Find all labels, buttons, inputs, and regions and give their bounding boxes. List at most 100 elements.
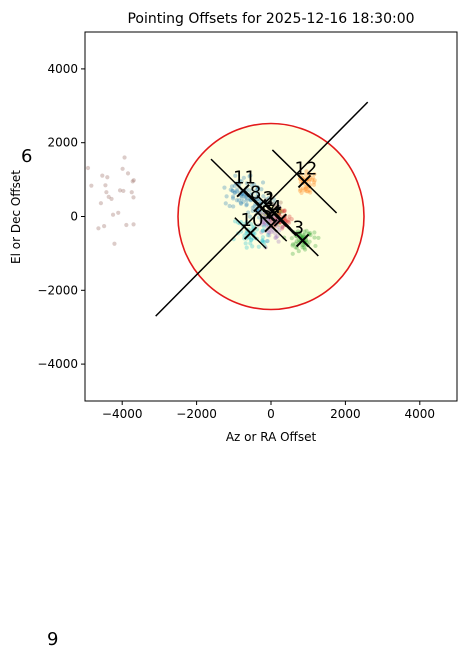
scatter-point-11	[234, 198, 239, 203]
scatter-point-8	[250, 205, 255, 210]
scatter-point-3	[290, 243, 295, 248]
scatter-point-4	[280, 226, 285, 231]
cluster-label-3: 3	[293, 217, 304, 238]
scatter-point-5	[273, 231, 278, 236]
scatter-point-10	[260, 228, 265, 233]
scatter-point-3	[302, 245, 307, 250]
scatter-point-2	[278, 209, 283, 215]
scatter-point-3	[300, 233, 306, 238]
scatter-point-11	[234, 189, 239, 194]
scatter-point-9	[125, 171, 131, 176]
scatter-point-3	[302, 232, 307, 237]
scatter-point-8	[272, 200, 277, 206]
scatter-point-11	[259, 187, 264, 192]
scatter-point-5	[260, 219, 265, 224]
scatter-point-5	[259, 230, 264, 235]
scatter-point-9	[98, 201, 104, 206]
scatter-point-5	[276, 239, 281, 244]
scatter-point-3	[307, 230, 313, 236]
scatter-point-3	[316, 235, 321, 241]
x-axis-label: Az or RA Offset	[226, 430, 317, 444]
scatter-point-11	[233, 190, 238, 195]
y-tick-label: −4000	[37, 357, 78, 371]
ticks-layer: −4000 −2000 0 2000 4000 −4000 −2000 0 2000 4000	[37, 62, 435, 421]
scatter-point-11	[253, 195, 258, 200]
scatter-point-9	[122, 155, 127, 160]
cluster-label-5: 5	[261, 203, 272, 224]
y-tick-label: −2000	[37, 283, 78, 297]
scatter-point-11	[228, 187, 233, 192]
y-axis-label: El or Dec Offset	[9, 170, 23, 264]
x-tick-label: 0	[267, 407, 275, 421]
scatter-point-9	[89, 183, 94, 188]
scatter-point-4	[282, 208, 287, 213]
scatter-point-1	[270, 205, 275, 210]
scatter-point-9	[117, 188, 123, 193]
scatter-point-9	[112, 241, 117, 246]
y-tick-label: 4000	[47, 62, 78, 76]
y-tick-label: 2000	[47, 136, 78, 150]
scatter-point-5	[259, 222, 265, 227]
cluster-label-4: 4	[270, 197, 281, 218]
scatter-point-11	[255, 186, 260, 192]
scatter-point-3	[294, 245, 299, 250]
scatter-point-12	[307, 188, 312, 193]
scatter-point-4	[285, 219, 290, 224]
scatter-point-11	[255, 185, 261, 190]
scatter-point-11	[249, 183, 255, 188]
scatter-point-9	[130, 179, 135, 184]
scatter-point-11	[242, 194, 247, 199]
scatter-point-4	[287, 214, 292, 219]
scatter-point-11	[230, 188, 235, 193]
scatter-point-5	[273, 235, 278, 240]
scatter-point-4	[286, 220, 292, 225]
scatter-point-11	[222, 185, 227, 190]
cluster-label-11: 11	[233, 168, 256, 189]
scatter-point-5	[267, 233, 272, 238]
scatter-point-8	[250, 191, 255, 196]
scatter-point-5	[262, 222, 267, 227]
x-tick-label: −4000	[102, 407, 143, 421]
scatter-point-11	[255, 184, 260, 190]
scatter-point-12	[310, 177, 315, 182]
scatter-point-12	[307, 171, 312, 177]
scatter-point-10	[248, 241, 253, 246]
x-marker-12	[297, 174, 312, 189]
scatter-point-10	[233, 219, 238, 224]
scatter-point-4	[280, 224, 285, 229]
scatter-point-12	[310, 175, 316, 180]
scatter-point-5	[263, 222, 269, 227]
scatter-point-5	[275, 224, 281, 230]
scatter-point-5	[266, 230, 271, 235]
scatter-point-12	[304, 173, 309, 178]
scatter-point-9	[131, 195, 136, 200]
scatter-point-10	[251, 224, 256, 229]
scatter-point-2	[261, 212, 267, 217]
chart-title: Pointing Offsets for 2025-12-16 18:30:00	[127, 11, 414, 27]
scatter-point-9	[105, 175, 110, 180]
scatter-point-3	[294, 239, 299, 244]
scatter-point-12	[304, 189, 309, 194]
scatter-point-12	[297, 188, 303, 193]
scatter-point-10	[244, 231, 249, 236]
scatter-point-9	[104, 190, 109, 195]
scatter-point-3	[295, 229, 301, 234]
scatter-point-10	[265, 238, 270, 244]
x-tick-label: −2000	[176, 407, 217, 421]
scatter-point-10	[242, 233, 247, 238]
scatter-point-10	[256, 244, 261, 249]
scatter-point-11	[243, 194, 248, 199]
scatter-point-12	[304, 169, 309, 174]
scatter-point-12	[312, 178, 317, 183]
scatter-point-9	[120, 166, 125, 171]
scatter-point-11	[244, 181, 250, 186]
scatter-point-9	[100, 173, 105, 178]
scatter-point-11	[239, 179, 244, 184]
scatter-point-11	[233, 173, 238, 178]
scatter-point-2	[272, 202, 278, 207]
scatter-point-4	[282, 209, 287, 214]
scatter-point-10	[249, 237, 254, 242]
cluster-label-2: 2	[263, 188, 274, 209]
scatter-point-12	[300, 186, 306, 191]
